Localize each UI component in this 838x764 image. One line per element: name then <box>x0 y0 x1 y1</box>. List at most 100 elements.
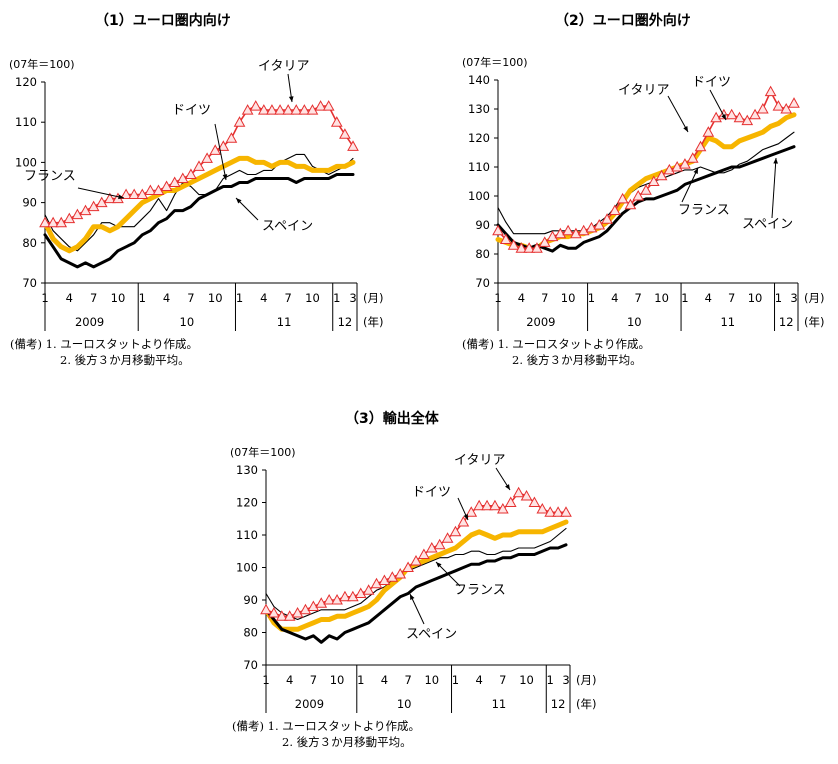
x-tick-label: 10 <box>519 673 534 687</box>
y-tick-label: 100 <box>468 189 490 203</box>
series-line-3 <box>43 173 355 269</box>
series-point-0 <box>663 163 676 175</box>
x-year-label: 11 <box>720 315 735 329</box>
x-unit-year: (年) <box>576 697 596 711</box>
y-tick-label: 90 <box>243 593 258 607</box>
y-tick-label: 110 <box>468 160 490 174</box>
series-point-0 <box>632 189 645 201</box>
series-label: フランス <box>454 583 506 598</box>
series-point-0 <box>546 230 559 242</box>
x-tick-label: 7 <box>284 291 291 305</box>
y-axis-unit-label: (07年＝100) <box>9 57 75 71</box>
x-tick-label: 4 <box>163 291 170 305</box>
series-point-0 <box>749 108 761 120</box>
series-point-0 <box>323 593 336 605</box>
series-point-0 <box>268 606 280 618</box>
chart3-notes: (備考) 1. ユーロスタットより作成。 2. 後方３か月移動平均。 <box>232 718 420 750</box>
series-point-0 <box>441 532 454 543</box>
series-point-0 <box>433 538 446 550</box>
series-point-0 <box>260 603 272 615</box>
series-point-0 <box>756 102 769 114</box>
series-point-0 <box>71 208 84 220</box>
series-line-2 <box>44 153 354 252</box>
x-year-label: 11 <box>492 697 507 711</box>
annotation-arrowhead <box>505 484 510 490</box>
series-point-0 <box>152 184 165 196</box>
series-point-0 <box>686 152 699 163</box>
series-line-1 <box>263 519 569 632</box>
series-point-0 <box>496 502 509 514</box>
series-point-0 <box>465 506 478 517</box>
x-tick-label: 10 <box>208 291 223 305</box>
series-line-2 <box>265 527 567 621</box>
series-point-0 <box>523 242 536 253</box>
series-point-0 <box>536 502 549 514</box>
series-point-0 <box>249 100 262 111</box>
series-point-0 <box>504 496 517 507</box>
x-unit-month: (月) <box>576 673 596 687</box>
series-point-0 <box>671 160 684 172</box>
x-tick-label: 10 <box>111 291 126 305</box>
chart1-note-line1: (備考) 1. ユーロスタットより作成。 <box>10 337 199 351</box>
series-point-0 <box>601 213 613 224</box>
series-label: ドイツ <box>412 485 451 500</box>
x-year-label: 10 <box>627 315 642 329</box>
series-point-0 <box>679 158 691 169</box>
series-point-0 <box>593 218 606 230</box>
series-point-0 <box>585 221 598 233</box>
x-tick-label: 7 <box>187 291 194 305</box>
annotation-arrowhead <box>118 194 124 200</box>
annotation-arrowhead <box>436 562 442 568</box>
x-year-label: 12 <box>779 315 794 329</box>
y-tick-label: 80 <box>243 626 258 640</box>
x-tick-label: 4 <box>260 291 267 305</box>
y-tick-label: 120 <box>236 496 258 510</box>
y-axis-unit-label: (07年＝100) <box>230 445 296 459</box>
series-point-0 <box>47 216 59 228</box>
series-point-0 <box>725 108 738 120</box>
annotation-arrow <box>214 123 227 181</box>
x-tick-label: 1 <box>452 673 459 687</box>
series-point-0 <box>347 140 359 151</box>
series-point-0 <box>655 169 668 181</box>
x-tick-label: 3 <box>562 673 569 687</box>
series-point-0 <box>544 506 557 517</box>
chart2-plot: (07年＝100)7080901001101201301401471014710… <box>462 55 824 331</box>
series-point-0 <box>780 102 793 114</box>
series-label: イタリア <box>454 453 505 468</box>
series-point-0 <box>185 168 197 179</box>
chart1-notes: (備考) 1. ユーロスタットより作成。 2. 後方３か月移動平均。 <box>10 336 198 368</box>
series-label: スペイン <box>262 219 313 234</box>
x-unit-year: (年) <box>363 315 383 329</box>
x-tick-label: 1 <box>588 291 595 305</box>
series-point-0 <box>339 128 351 139</box>
series-point-0 <box>331 593 343 605</box>
x-tick-label: 7 <box>404 673 411 687</box>
y-tick-label: 90 <box>22 196 37 210</box>
y-axis-unit-label: (07年＝100) <box>462 55 528 69</box>
x-year-label: 10 <box>397 697 412 711</box>
series-point-0 <box>473 499 486 511</box>
x-unit-month: (月) <box>804 291 824 305</box>
series-point-0 <box>577 224 590 236</box>
series-point-0 <box>298 104 311 115</box>
series-point-0 <box>386 571 399 582</box>
annotation-arrowhead <box>693 168 698 174</box>
x-tick-label: 3 <box>790 291 797 305</box>
annotation-arrowhead <box>721 114 726 120</box>
series-point-0 <box>733 111 746 123</box>
series-label: イタリア <box>618 83 669 98</box>
annotation-arrow <box>667 95 689 133</box>
annotation-arrow <box>681 167 699 203</box>
chart1-plot: (07年＝100) 70 80 90 100 110 120 1 4 7 10 1 4 7 10 1 4 7 10 1… <box>9 57 383 331</box>
x-tick-label: 10 <box>305 291 320 305</box>
series-point-0 <box>217 140 230 151</box>
series-point-0 <box>515 242 528 253</box>
series-point-0 <box>290 104 303 115</box>
y-tick-label: 120 <box>15 75 37 89</box>
series-point-0 <box>87 200 100 212</box>
series-point-0 <box>322 100 335 111</box>
series-point-0 <box>764 85 777 97</box>
x-tick-label: 4 <box>286 673 293 687</box>
series-point-0 <box>370 577 383 589</box>
